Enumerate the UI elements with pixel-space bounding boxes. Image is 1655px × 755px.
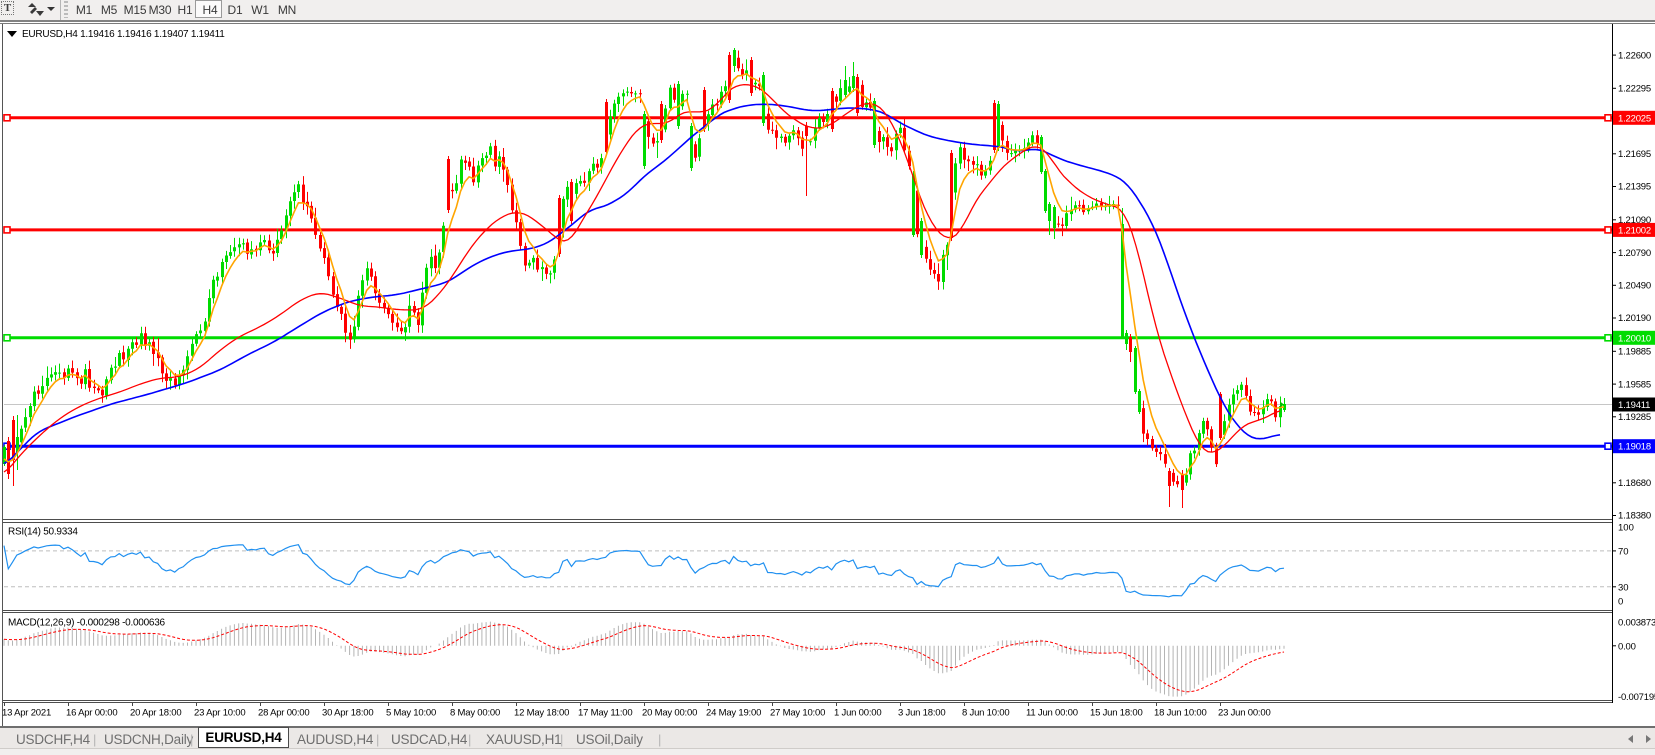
svg-text:1.22295: 1.22295 <box>1618 84 1651 95</box>
svg-text:MACD(12,26,9) -0.000298 -0.000: MACD(12,26,9) -0.000298 -0.000636 <box>8 618 166 629</box>
svg-text:1.20490: 1.20490 <box>1618 281 1651 292</box>
svg-text:1 Jun 00:00: 1 Jun 00:00 <box>834 708 881 719</box>
svg-text:RSI(14) 50.9334: RSI(14) 50.9334 <box>8 527 78 538</box>
svg-text:20 Apr 18:00: 20 Apr 18:00 <box>130 708 181 719</box>
svg-text:1.18680: 1.18680 <box>1618 478 1651 489</box>
svg-text:1.18380: 1.18380 <box>1618 511 1651 522</box>
svg-text:1.21395: 1.21395 <box>1618 182 1651 193</box>
svg-text:1.22600: 1.22600 <box>1618 50 1651 61</box>
svg-text:27 May 10:00: 27 May 10:00 <box>770 708 825 719</box>
svg-text:13 Apr 2021: 13 Apr 2021 <box>2 708 51 719</box>
svg-text:28 Apr 00:00: 28 Apr 00:00 <box>258 708 309 719</box>
svg-text:30: 30 <box>1618 582 1629 593</box>
svg-text:-0.007195: -0.007195 <box>1618 692 1655 703</box>
svg-text:1.21002: 1.21002 <box>1618 225 1651 236</box>
svg-text:1.20190: 1.20190 <box>1618 313 1651 324</box>
svg-text:70: 70 <box>1618 546 1629 557</box>
svg-text:3 Jun 18:00: 3 Jun 18:00 <box>898 708 945 719</box>
svg-text:16 Apr 00:00: 16 Apr 00:00 <box>66 708 117 719</box>
svg-text:11 Jun 00:00: 11 Jun 00:00 <box>1026 708 1078 719</box>
svg-text:1.19411: 1.19411 <box>1618 400 1650 411</box>
svg-text:1.20790: 1.20790 <box>1618 248 1651 259</box>
svg-text:1.21090: 1.21090 <box>1618 215 1651 226</box>
svg-text:8 Jun 10:00: 8 Jun 10:00 <box>962 708 1009 719</box>
svg-text:1.19018: 1.19018 <box>1618 442 1651 453</box>
svg-text:20 May 00:00: 20 May 00:00 <box>642 708 697 719</box>
svg-text:24 May 19:00: 24 May 19:00 <box>706 708 761 719</box>
svg-text:0: 0 <box>1618 596 1623 607</box>
svg-text:EURUSD,H4 1.19416 1.19416 1.1: EURUSD,H4 1.19416 1.19416 1.19407 1.1941… <box>22 29 225 40</box>
svg-text:1.19885: 1.19885 <box>1618 347 1651 358</box>
svg-text:15 Jun 18:00: 15 Jun 18:00 <box>1090 708 1143 719</box>
svg-text:1.21695: 1.21695 <box>1618 149 1651 160</box>
svg-text:1.19585: 1.19585 <box>1618 379 1651 390</box>
svg-text:23 Jun 00:00: 23 Jun 00:00 <box>1218 708 1271 719</box>
svg-text:5 May 10:00: 5 May 10:00 <box>386 708 436 719</box>
svg-text:0.003873: 0.003873 <box>1618 618 1655 629</box>
svg-text:17 May 11:00: 17 May 11:00 <box>578 708 632 719</box>
svg-text:12 May 18:00: 12 May 18:00 <box>514 708 569 719</box>
svg-text:23 Apr 10:00: 23 Apr 10:00 <box>194 708 245 719</box>
svg-text:0.00: 0.00 <box>1618 641 1636 652</box>
svg-text:1.19285: 1.19285 <box>1618 412 1651 423</box>
svg-text:1.20010: 1.20010 <box>1618 333 1651 344</box>
svg-text:8 May 00:00: 8 May 00:00 <box>450 708 500 719</box>
svg-text:100: 100 <box>1618 522 1634 533</box>
svg-text:1.22025: 1.22025 <box>1618 113 1651 124</box>
svg-text:30 Apr 18:00: 30 Apr 18:00 <box>322 708 373 719</box>
svg-text:18 Jun 10:00: 18 Jun 10:00 <box>1154 708 1207 719</box>
